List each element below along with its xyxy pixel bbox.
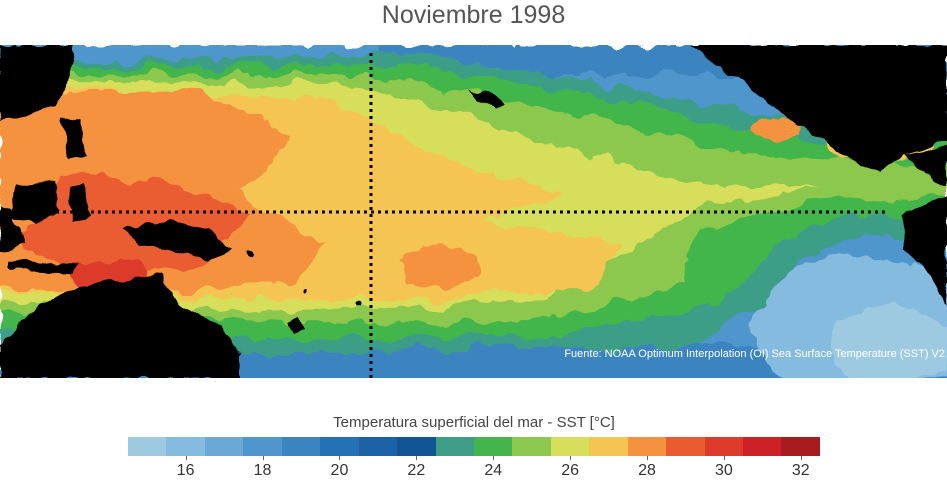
sst-band-peru-core — [830, 305, 947, 378]
colorbar-swatch — [435, 437, 474, 456]
colorbar-tick-label: 20 — [330, 462, 349, 479]
colorbar-swatch — [666, 437, 705, 456]
colorbar-swatch — [550, 437, 590, 456]
map-title: Noviembre 1998 — [381, 1, 566, 29]
colorbar-tick-label: 22 — [407, 462, 426, 479]
colorbar-tick-label: 18 — [253, 462, 272, 479]
colorbar-swatch — [512, 437, 551, 456]
colorbar-swatch — [473, 437, 513, 456]
colorbar-tick-label: 24 — [484, 462, 503, 479]
land-south-america — [900, 195, 947, 305]
colorbar-swatch — [397, 437, 436, 456]
colorbar — [128, 437, 820, 456]
colorbar-tick-label: 30 — [714, 462, 733, 479]
land-sumatra — [0, 205, 25, 250]
land-islet-3 — [247, 252, 253, 258]
colorbar-swatch — [627, 437, 667, 456]
colorbar-swatch — [320, 437, 359, 456]
land-islet-1 — [357, 302, 363, 308]
colorbar-title: Temperatura superficial del mar - SST [°… — [333, 414, 615, 431]
land-java — [10, 260, 80, 273]
colorbar-tick-label: 28 — [638, 462, 656, 479]
land-philippines — [60, 115, 85, 160]
land-australia — [0, 275, 240, 378]
colorbar-swatch — [358, 437, 398, 456]
colorbar-swatch — [204, 437, 244, 456]
colorbar-tick — [493, 456, 495, 460]
sst-band-29-mexico — [750, 118, 800, 142]
colorbar-tick — [647, 456, 648, 460]
colorbar-swatch — [166, 437, 205, 456]
land-masses — [0, 45, 947, 378]
colorbar-tick-label: 16 — [176, 462, 195, 479]
land-new-guinea — [120, 220, 230, 260]
colorbar-swatch — [704, 437, 743, 456]
colorbar-swatch — [128, 437, 167, 456]
colorbar-tick-labels: 16 18 20 22 24 26 28 30 32 — [128, 462, 820, 480]
colorbar-swatch — [781, 437, 820, 456]
sst-band-29-central — [400, 245, 480, 285]
land-asia — [0, 45, 75, 120]
colorbar-tick — [723, 456, 725, 460]
colorbar-tick — [339, 456, 341, 460]
colorbar-tick — [416, 456, 418, 460]
colorbar-ticks — [128, 456, 820, 460]
colorbar-tick — [185, 456, 187, 460]
colorbar-swatch — [243, 437, 282, 456]
land-hawaii — [470, 90, 505, 108]
land-sulawesi — [70, 185, 90, 225]
land-central-america — [905, 145, 947, 185]
land-new-zealand — [290, 315, 305, 335]
sst-map — [0, 45, 947, 378]
land-islet-2 — [303, 288, 307, 292]
colorbar-swatch — [589, 437, 628, 456]
colorbar-tick — [262, 456, 264, 460]
colorbar-tick-label: 32 — [791, 462, 810, 479]
data-source-note: Fuente: NOAA Optimum Interpolation (OI) … — [564, 348, 945, 360]
colorbar-swatch — [743, 437, 782, 456]
land-north-america — [690, 45, 947, 173]
colorbar-tick-label: 26 — [561, 462, 580, 479]
colorbar-tick — [800, 456, 802, 460]
colorbar-swatch — [281, 437, 321, 456]
land-borneo — [10, 180, 60, 225]
colorbar-tick — [570, 456, 572, 460]
